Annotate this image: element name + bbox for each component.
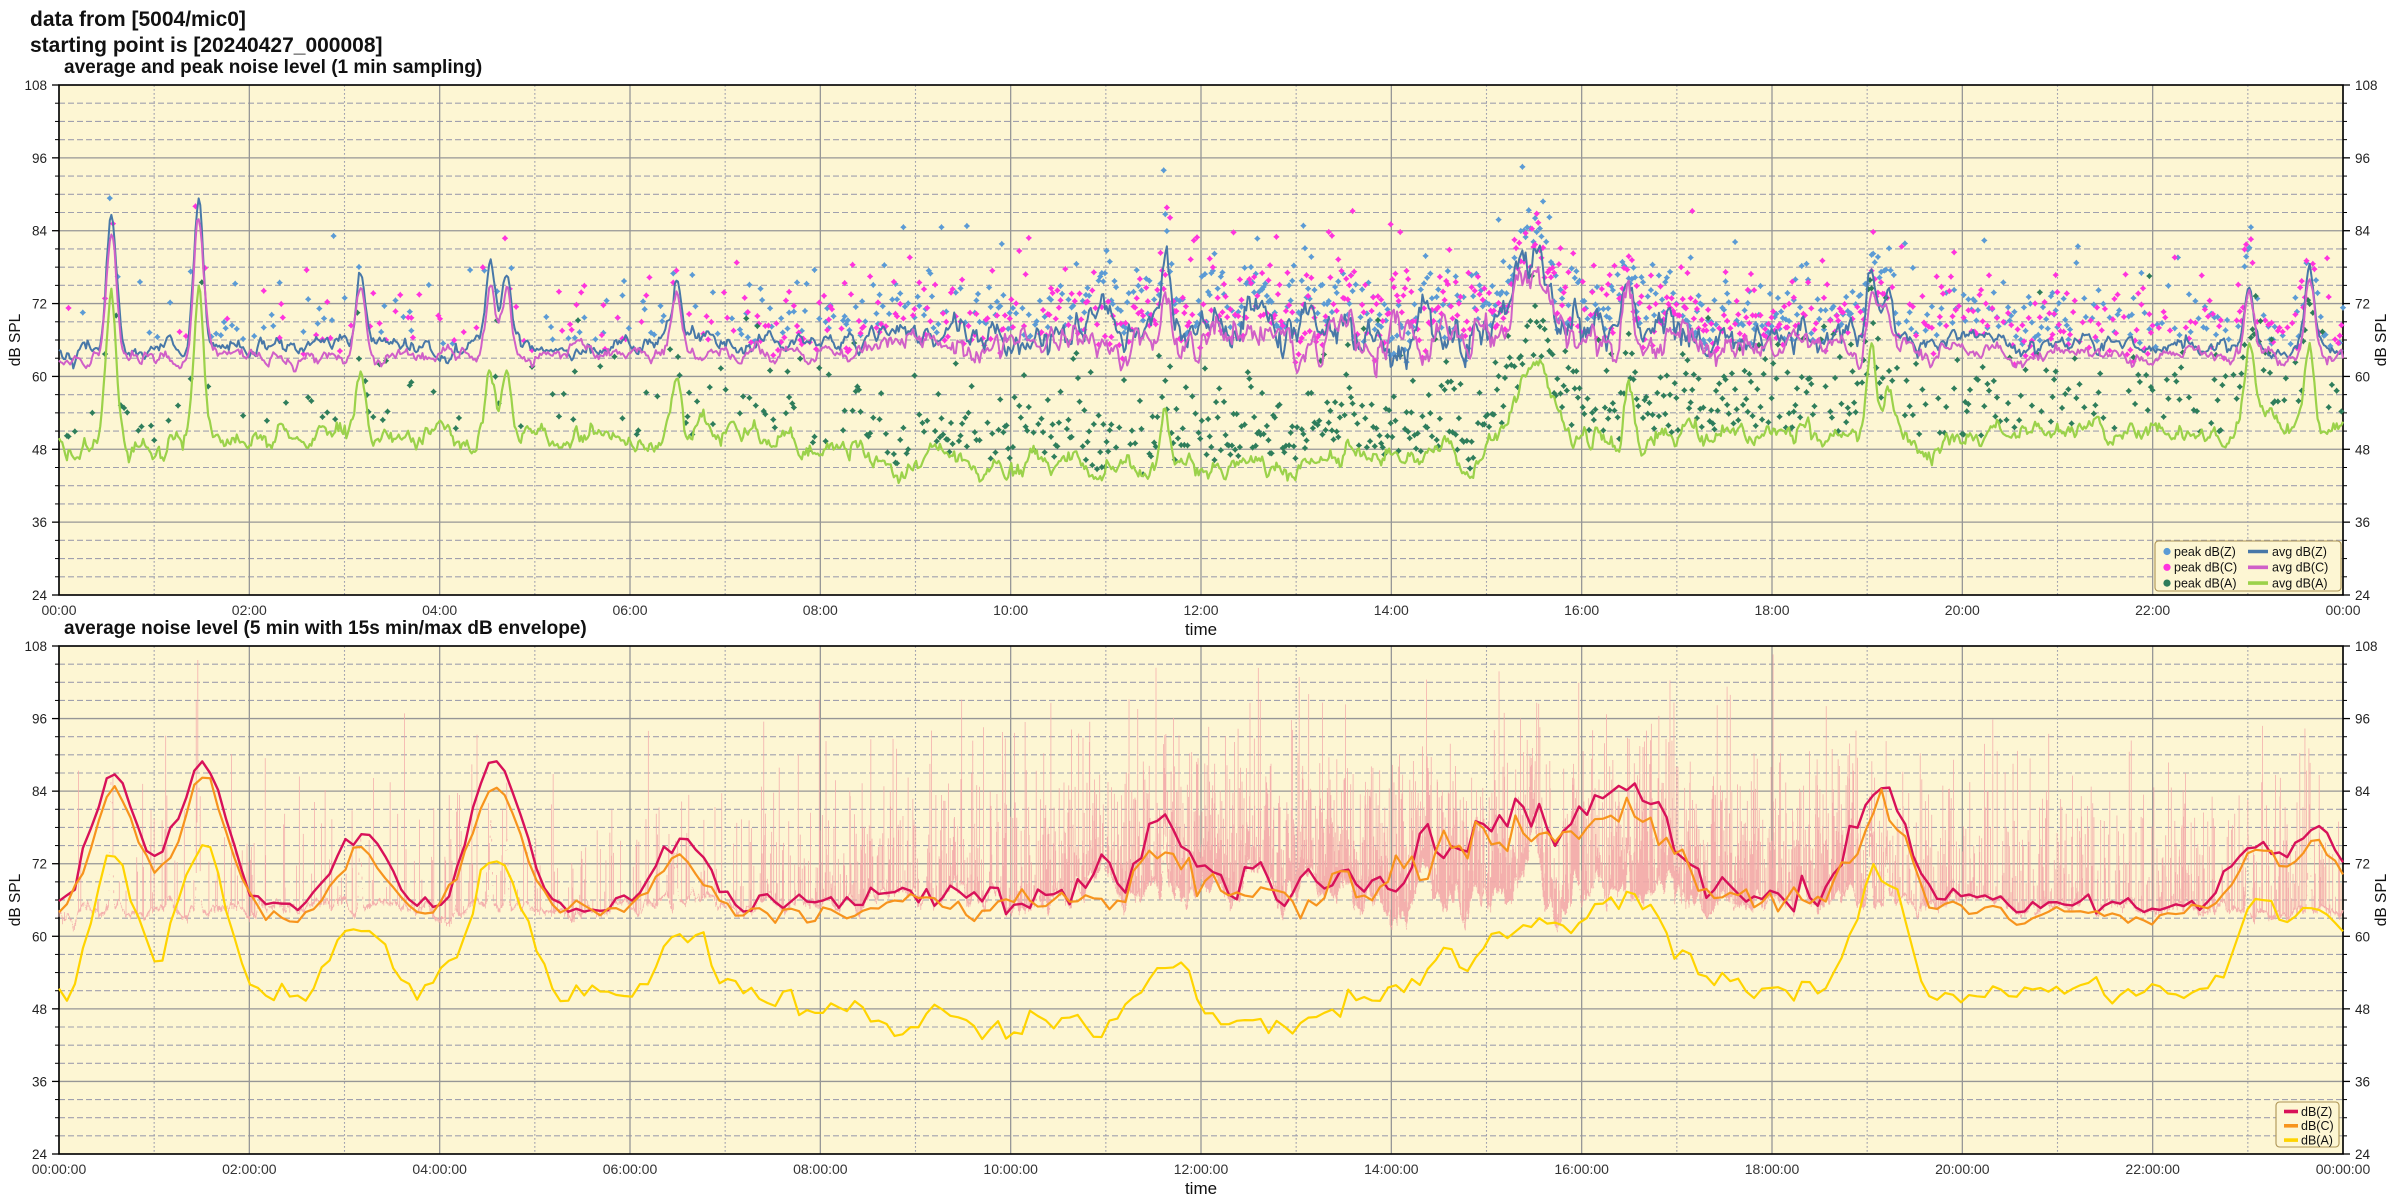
svg-text:36: 36 [32,515,47,530]
svg-text:22:00: 22:00 [2135,602,2170,618]
svg-text:20:00:00: 20:00:00 [1935,1161,1990,1177]
svg-text:10:00:00: 10:00:00 [983,1161,1038,1177]
svg-text:108: 108 [24,639,47,654]
svg-text:dB(C): dB(C) [2301,1119,2334,1133]
svg-text:48: 48 [2355,1002,2370,1017]
svg-text:36: 36 [2355,515,2370,530]
svg-text:avg dB(Z): avg dB(Z) [2272,545,2327,559]
svg-text:dB SPL: dB SPL [2373,873,2390,926]
svg-text:96: 96 [2355,712,2370,727]
svg-text:84: 84 [2355,784,2371,799]
svg-text:dB(A): dB(A) [2301,1133,2333,1147]
svg-text:72: 72 [32,297,47,312]
svg-text:72: 72 [2355,857,2370,872]
svg-text:18:00: 18:00 [1754,602,1789,618]
svg-text:00:00: 00:00 [41,602,76,618]
svg-text:22:00:00: 22:00:00 [2125,1161,2180,1177]
svg-text:72: 72 [32,857,47,872]
svg-text:02:00:00: 02:00:00 [222,1161,277,1177]
svg-text:96: 96 [32,151,47,166]
svg-text:avg dB(A): avg dB(A) [2272,576,2328,590]
svg-text:time: time [1185,620,1217,639]
svg-text:48: 48 [2355,442,2370,457]
svg-text:avg dB(C): avg dB(C) [2272,561,2328,575]
svg-text:60: 60 [2355,929,2370,944]
svg-text:84: 84 [32,784,48,799]
svg-text:peak dB(Z): peak dB(Z) [2174,545,2236,559]
svg-text:10:00: 10:00 [993,602,1028,618]
svg-text:peak dB(C): peak dB(C) [2174,561,2237,575]
svg-text:time: time [1185,1179,1217,1198]
svg-text:48: 48 [32,1002,47,1017]
svg-text:dB SPL: dB SPL [7,313,24,366]
svg-text:average noise level (5 min wit: average noise level (5 min with 15s min/… [64,618,587,639]
svg-text:72: 72 [2355,297,2370,312]
svg-text:108: 108 [2355,78,2378,93]
svg-text:00:00: 00:00 [2325,602,2360,618]
svg-text:84: 84 [2355,224,2371,239]
svg-text:16:00:00: 16:00:00 [1554,1161,1609,1177]
svg-text:08:00: 08:00 [803,602,838,618]
svg-text:48: 48 [32,442,47,457]
svg-text:dB SPL: dB SPL [2373,313,2390,366]
svg-text:36: 36 [2355,1074,2370,1089]
svg-text:84: 84 [32,224,48,239]
svg-text:dB SPL: dB SPL [7,873,24,926]
svg-text:04:00:00: 04:00:00 [412,1161,467,1177]
svg-text:18:00:00: 18:00:00 [1745,1161,1800,1177]
svg-text:12:00: 12:00 [1183,602,1218,618]
svg-text:24: 24 [32,1147,48,1162]
svg-text:06:00: 06:00 [612,602,647,618]
svg-text:24: 24 [2355,588,2371,603]
svg-text:60: 60 [32,369,47,384]
svg-text:14:00:00: 14:00:00 [1364,1161,1419,1177]
svg-text:60: 60 [2355,369,2370,384]
svg-text:12:00:00: 12:00:00 [1174,1161,1229,1177]
svg-text:24: 24 [32,588,48,603]
svg-text:peak dB(A): peak dB(A) [2174,576,2237,590]
svg-text:dB(Z): dB(Z) [2301,1105,2332,1119]
svg-text:04:00: 04:00 [422,602,457,618]
svg-text:00:00:00: 00:00:00 [32,1161,87,1177]
svg-text:02:00: 02:00 [232,602,267,618]
svg-text:16:00: 16:00 [1564,602,1599,618]
svg-text:14:00: 14:00 [1374,602,1409,618]
svg-text:00:00:00: 00:00:00 [2316,1161,2371,1177]
svg-text:108: 108 [2355,639,2378,654]
svg-text:96: 96 [32,712,47,727]
svg-text:60: 60 [32,929,47,944]
svg-text:24: 24 [2355,1147,2371,1162]
svg-text:20:00: 20:00 [1945,602,1980,618]
svg-text:96: 96 [2355,151,2370,166]
svg-text:108: 108 [24,78,47,93]
svg-text:36: 36 [32,1074,47,1089]
svg-text:08:00:00: 08:00:00 [793,1161,848,1177]
svg-text:06:00:00: 06:00:00 [603,1161,658,1177]
svg-text:average and peak noise level (: average and peak noise level (1 min samp… [64,57,482,78]
